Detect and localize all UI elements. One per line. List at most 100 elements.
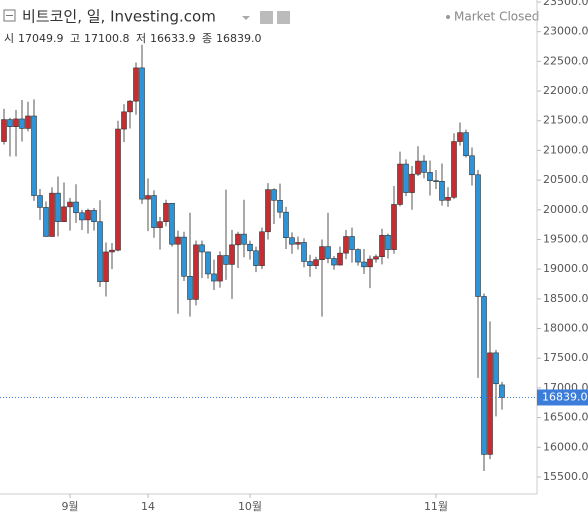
candle-body <box>7 119 13 127</box>
candle-body <box>445 197 451 201</box>
candle-body <box>73 201 79 214</box>
candle-body <box>61 206 67 222</box>
candle-body <box>91 210 97 222</box>
candle-body <box>319 246 325 260</box>
x-tick-label: 9월 <box>61 500 78 513</box>
ohlc-value: 17049.9 <box>18 32 64 45</box>
candle-body <box>355 249 361 263</box>
candle-body <box>43 207 49 237</box>
candle-body <box>367 258 373 268</box>
candle-body <box>259 231 265 266</box>
candle-body <box>181 236 187 277</box>
candle-body <box>31 115 37 196</box>
x-tick-label: 10월 <box>238 500 262 513</box>
candle-body <box>235 233 241 246</box>
ohlc-value: 16839.0 <box>216 32 262 45</box>
candle-body <box>493 352 499 385</box>
candle-body <box>223 255 229 265</box>
last-price-label: 16839.0 <box>542 390 588 403</box>
collapse-icon[interactable] <box>3 9 16 22</box>
candle-body <box>469 155 475 176</box>
candle-body <box>247 243 253 252</box>
candle-body <box>295 242 301 245</box>
candle-body <box>67 201 73 208</box>
candle-body <box>1 119 7 142</box>
ohlc-label: 시 <box>4 32 14 45</box>
x-tick-label: 14 <box>141 500 155 513</box>
candle-body <box>373 256 379 260</box>
chart-title: 비트코인, 일, Investing.com <box>22 8 216 26</box>
candle-body <box>379 235 385 258</box>
candle-body <box>271 189 277 201</box>
candle-body <box>457 132 463 142</box>
candle-body <box>409 173 415 193</box>
candle-body <box>283 211 289 239</box>
y-tick-label: 18000.0 <box>543 322 588 335</box>
candle-body <box>97 221 103 282</box>
candle-body <box>55 192 61 222</box>
ohlc-label: 종 <box>202 32 212 45</box>
candle-body <box>397 163 403 205</box>
candle-body <box>499 384 505 398</box>
candle-body <box>481 296 487 455</box>
candle-body <box>157 221 163 228</box>
candle-body <box>343 236 349 254</box>
candle-body <box>325 246 331 259</box>
candle-body <box>337 252 343 266</box>
ohlc-label: 저 <box>136 32 146 45</box>
candle-body <box>433 180 439 183</box>
gear-icon[interactable] <box>277 11 290 24</box>
candle-body <box>475 174 481 297</box>
ohlc-value: 16633.9 <box>150 32 196 45</box>
settings-icon[interactable] <box>260 11 273 24</box>
y-tick-label: 21500.0 <box>543 114 588 127</box>
ohlc-label: 고 <box>70 32 80 45</box>
candle-body <box>331 258 337 266</box>
candle-body <box>403 163 409 193</box>
candle-body <box>451 141 457 198</box>
candle-body <box>415 160 421 175</box>
candle-body <box>349 236 355 250</box>
candle-body <box>85 210 91 221</box>
y-tick-label: 19500.0 <box>543 232 588 245</box>
y-tick-label: 16000.0 <box>543 440 588 453</box>
y-tick-label: 18500.0 <box>543 292 588 305</box>
title-dropdown[interactable] <box>242 16 250 20</box>
candle-body <box>151 195 157 228</box>
candle-body <box>301 242 307 262</box>
candle-body <box>385 235 391 250</box>
candle-body <box>109 249 115 253</box>
y-tick-label: 22000.0 <box>543 84 588 97</box>
candle-body <box>211 273 217 282</box>
candle-body <box>391 204 397 250</box>
candle-body <box>253 250 259 266</box>
last-price-tag <box>537 389 588 406</box>
y-tick-label: 19000.0 <box>543 262 588 275</box>
candle-body <box>187 275 193 300</box>
candle-body <box>145 195 151 200</box>
y-tick-label: 20000.0 <box>543 203 588 216</box>
market-status: Market Closed <box>454 10 539 24</box>
y-tick-label: 21000.0 <box>543 143 588 156</box>
status-dot <box>446 15 450 19</box>
candle-body <box>115 128 121 251</box>
candle-body <box>163 202 169 222</box>
ohlc-value: 17100.8 <box>84 32 130 45</box>
y-tick-label: 16500.0 <box>543 411 588 424</box>
candle-body <box>487 352 493 455</box>
candle-body <box>313 259 319 266</box>
y-tick-label: 17500.0 <box>543 351 588 364</box>
candle-body <box>229 244 235 265</box>
candle-body <box>193 244 199 300</box>
candle-body <box>175 236 181 245</box>
candle-body <box>241 233 247 245</box>
candle-body <box>19 118 25 129</box>
candle-body <box>307 261 313 266</box>
y-tick-label: 15500.0 <box>543 470 588 483</box>
candle-body <box>289 237 295 245</box>
candle-body <box>133 67 139 102</box>
candle-body <box>103 251 109 282</box>
candle-body <box>25 115 31 129</box>
candle-body <box>463 132 469 157</box>
